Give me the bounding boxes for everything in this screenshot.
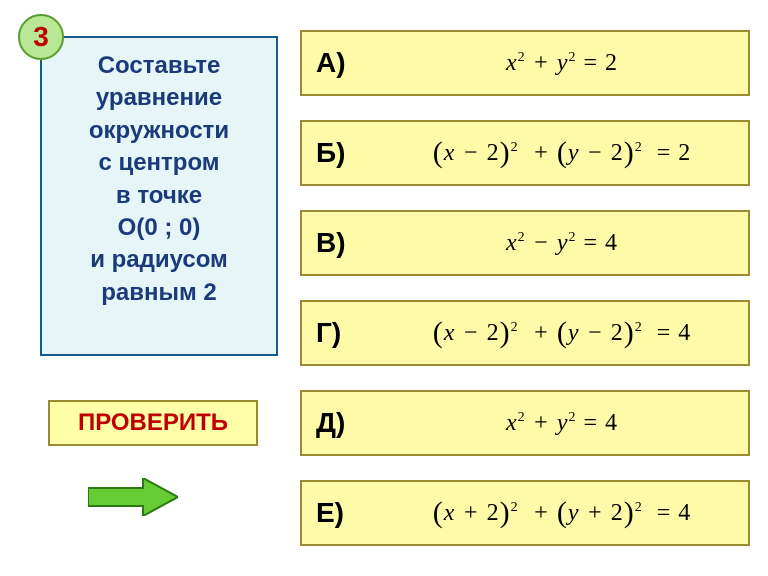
question-box: Составьтеуравнениеокружностис центромв т…	[40, 36, 278, 356]
option-formula: x2 + y2 = 4	[376, 410, 748, 437]
option-0[interactable]: А)x2 + y2 = 2	[300, 30, 750, 96]
option-letter: Е)	[316, 497, 376, 529]
option-formula: (x − 2)2 + (y − 2)2 = 2	[376, 136, 748, 170]
question-text: Составьтеуравнениеокружностис центромв т…	[48, 50, 270, 309]
option-letter: Д)	[316, 407, 376, 439]
option-2[interactable]: В)x2 − y2 = 4	[300, 210, 750, 276]
check-button[interactable]: ПРОВЕРИТЬ	[48, 400, 258, 446]
question-number-badge: 3	[18, 14, 64, 60]
option-4[interactable]: Д)x2 + y2 = 4	[300, 390, 750, 456]
option-formula: (x + 2)2 + (y + 2)2 = 4	[376, 496, 748, 530]
option-formula: x2 + y2 = 2	[376, 50, 748, 77]
option-3[interactable]: Г)(x − 2)2 + (y − 2)2 = 4	[300, 300, 750, 366]
option-letter: Б)	[316, 137, 376, 169]
option-formula: (x − 2)2 + (y − 2)2 = 4	[376, 316, 748, 350]
option-formula: x2 − y2 = 4	[376, 230, 748, 257]
option-1[interactable]: Б)(x − 2)2 + (y − 2)2 = 2	[300, 120, 750, 186]
check-button-label: ПРОВЕРИТЬ	[78, 409, 228, 437]
option-letter: В)	[316, 227, 376, 259]
option-letter: А)	[316, 47, 376, 79]
badge-number: 3	[33, 21, 49, 53]
option-letter: Г)	[316, 317, 376, 349]
option-5[interactable]: Е)(x + 2)2 + (y + 2)2 = 4	[300, 480, 750, 546]
next-arrow-icon[interactable]	[88, 478, 178, 516]
options-container: А)x2 + y2 = 2 Б)(x − 2)2 + (y − 2)2 = 2 В)…	[300, 30, 750, 570]
